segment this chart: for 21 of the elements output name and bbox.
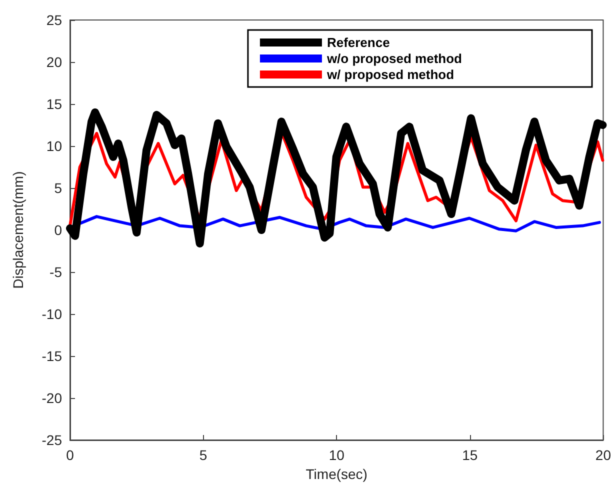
y-tick-label: -20 <box>42 390 62 406</box>
x-tick-label: 20 <box>595 447 612 463</box>
y-tick-label: 10 <box>46 138 62 154</box>
y-tick-label: 0 <box>54 222 62 238</box>
y-tick-label: 5 <box>54 180 62 196</box>
legend-label: w/o proposed method <box>326 51 462 66</box>
y-tick-label: -15 <box>42 348 62 364</box>
legend-label: w/ proposed method <box>326 67 454 82</box>
x-tick-label: 15 <box>462 447 478 463</box>
legend-label: Reference <box>326 35 390 50</box>
x-tick-label: 5 <box>199 447 208 463</box>
y-axis-title: Displacement(mm) <box>10 171 26 289</box>
x-tick-label: 0 <box>66 447 74 463</box>
x-tick-label: 10 <box>328 447 345 463</box>
y-tick-label: -10 <box>42 306 62 322</box>
y-tick-label: 15 <box>46 96 62 112</box>
y-tick-label: 20 <box>46 54 62 70</box>
y-tick-label: -25 <box>42 432 62 448</box>
x-axis-title: Time(sec) <box>306 466 368 482</box>
y-tick-label: 25 <box>46 12 62 28</box>
y-tick-label: -5 <box>50 264 62 280</box>
